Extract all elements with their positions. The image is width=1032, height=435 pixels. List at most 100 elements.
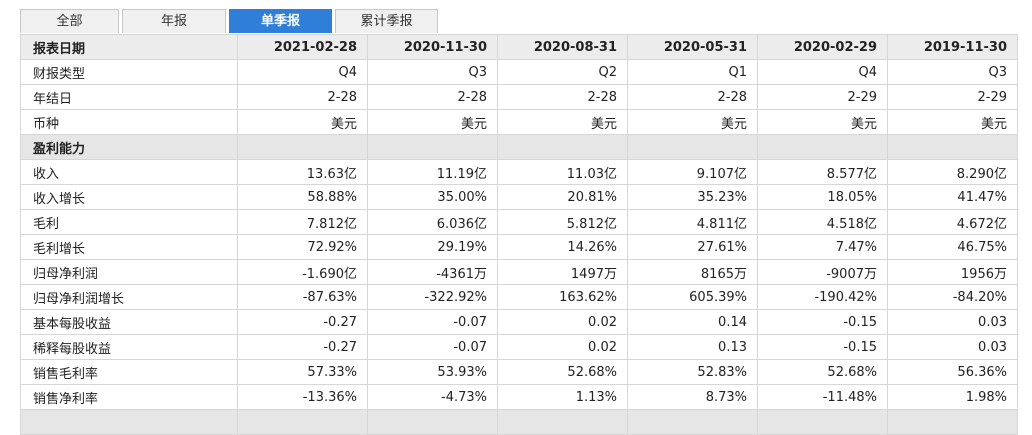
cell	[237, 134, 368, 160]
cell: 0.02	[497, 309, 628, 335]
cell: 13.63亿	[237, 159, 368, 185]
cell: 7.47%	[757, 234, 888, 260]
row-label: 财报类型	[20, 59, 238, 85]
row-label: 收入	[20, 159, 238, 185]
data-row: 收入增长 58.88% 35.00% 20.81% 35.23% 18.05% 41.47%	[20, 184, 1018, 210]
cell: 163.62%	[497, 284, 628, 310]
cell: 8.73%	[627, 384, 758, 410]
row-label: 稀释每股收益	[20, 334, 238, 360]
cell: -190.42%	[757, 284, 888, 310]
cell	[627, 134, 758, 160]
cell	[887, 134, 1018, 160]
cell: 1.98%	[887, 384, 1018, 410]
cell: 2-29	[757, 84, 888, 110]
cell: 美元	[237, 109, 368, 135]
cell	[367, 134, 498, 160]
cell: 1.13%	[497, 384, 628, 410]
column-header: 2020-11-30	[367, 34, 498, 60]
tab[interactable]: 累计季报	[335, 9, 438, 33]
cell: 1497万	[497, 259, 628, 285]
cell: 41.47%	[887, 184, 1018, 210]
cell: Q1	[627, 59, 758, 85]
cell: 2-28	[237, 84, 368, 110]
header-row: 报表日期 2021-02-28 2020-11-30 2020-08-31 2020-0…	[20, 34, 1018, 60]
cell: 14.26%	[497, 234, 628, 260]
cell: 美元	[887, 109, 1018, 135]
cell: -87.63%	[237, 284, 368, 310]
cell: 0.14	[627, 309, 758, 335]
cell: -11.48%	[757, 384, 888, 410]
column-header: 2020-05-31	[627, 34, 758, 60]
cell: 0.13	[627, 334, 758, 360]
cell: 52.68%	[757, 359, 888, 385]
cell	[497, 134, 628, 160]
cell: 6.036亿	[367, 209, 498, 235]
cell	[627, 409, 758, 435]
data-row: 年结日 2-28 2-28 2-28 2-28 2-29 2-29	[20, 84, 1018, 110]
cell: 53.93%	[367, 359, 498, 385]
row-label: 年结日	[20, 84, 238, 110]
data-row: 归母净利润 -1.690亿 -4361万 1497万 8165万 -9007万 1956万	[20, 259, 1018, 285]
cell	[757, 409, 888, 435]
cell: 29.19%	[367, 234, 498, 260]
cell: 35.00%	[367, 184, 498, 210]
cell: 1956万	[887, 259, 1018, 285]
cell: 8.290亿	[887, 159, 1018, 185]
cell	[497, 409, 628, 435]
row-label: 销售毛利率	[20, 359, 238, 385]
data-row: 稀释每股收益 -0.27 -0.07 0.02 0.13 -0.15 0.03	[20, 334, 1018, 360]
cell: 4.672亿	[887, 209, 1018, 235]
cell: 2-28	[367, 84, 498, 110]
row-label: 盈利能力	[20, 134, 238, 160]
column-header: 2020-08-31	[497, 34, 628, 60]
cell: 20.81%	[497, 184, 628, 210]
cell: 4.518亿	[757, 209, 888, 235]
cell	[237, 409, 368, 435]
tab[interactable]: 全部	[20, 9, 119, 33]
data-row: 归母净利润增长 -87.63% -322.92% 163.62% 605.39% -190…	[20, 284, 1018, 310]
cell: 2-28	[497, 84, 628, 110]
cell	[887, 409, 1018, 435]
cell: -0.27	[237, 309, 368, 335]
cell: 35.23%	[627, 184, 758, 210]
cell: Q3	[367, 59, 498, 85]
section-row	[20, 409, 1018, 435]
cell: -0.15	[757, 334, 888, 360]
data-row: 基本每股收益 -0.27 -0.07 0.02 0.14 -0.15 0.03	[20, 309, 1018, 335]
cell: 52.68%	[497, 359, 628, 385]
cell: Q4	[237, 59, 368, 85]
column-header: 2021-02-28	[237, 34, 368, 60]
cell: 72.92%	[237, 234, 368, 260]
row-label: 基本每股收益	[20, 309, 238, 335]
tab[interactable]: 年报	[122, 9, 226, 33]
cell: 56.36%	[887, 359, 1018, 385]
cell: 美元	[497, 109, 628, 135]
cell	[757, 134, 888, 160]
row-label: 归母净利润增长	[20, 284, 238, 310]
cell: 0.03	[887, 334, 1018, 360]
cell: 5.812亿	[497, 209, 628, 235]
cell	[367, 409, 498, 435]
row-label: 销售净利率	[20, 384, 238, 410]
cell: 52.83%	[627, 359, 758, 385]
cell: 4.811亿	[627, 209, 758, 235]
data-row: 销售毛利率 57.33% 53.93% 52.68% 52.83% 52.68% 56.36…	[20, 359, 1018, 385]
row-label: 归母净利润	[20, 259, 238, 285]
cell: 27.61%	[627, 234, 758, 260]
row-label: 收入增长	[20, 184, 238, 210]
cell: Q2	[497, 59, 628, 85]
cell: -9007万	[757, 259, 888, 285]
cell: 11.19亿	[367, 159, 498, 185]
column-header: 2020-02-29	[757, 34, 888, 60]
column-header: 2019-11-30	[887, 34, 1018, 60]
row-label: 币种	[20, 109, 238, 135]
cell: -13.36%	[237, 384, 368, 410]
cell: -1.690亿	[237, 259, 368, 285]
cell: -4361万	[367, 259, 498, 285]
cell: 8.577亿	[757, 159, 888, 185]
row-label: 毛利	[20, 209, 238, 235]
cell: 8165万	[627, 259, 758, 285]
row-label: 毛利增长	[20, 234, 238, 260]
cell: 7.812亿	[237, 209, 368, 235]
tab[interactable]: 单季报	[229, 9, 332, 33]
